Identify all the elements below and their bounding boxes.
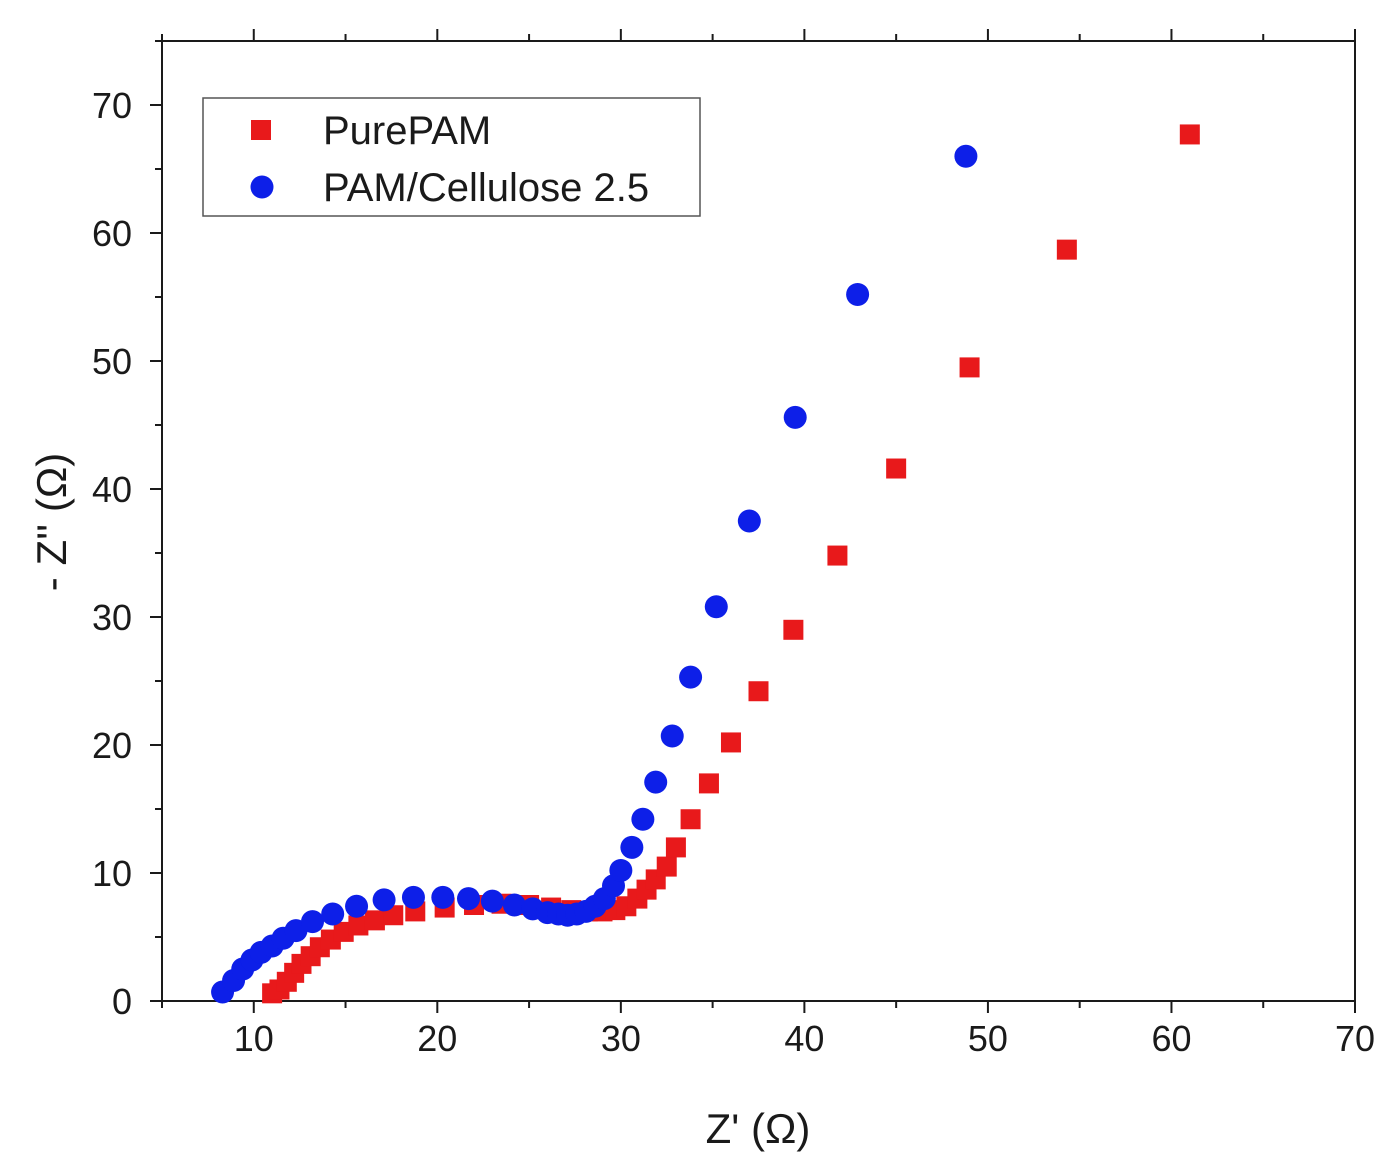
data-point-square — [720, 732, 741, 753]
data-point-circle — [502, 893, 526, 917]
legend-label-purepam: PurePAM — [323, 109, 491, 153]
data-point-circle — [644, 770, 668, 794]
data-point-square — [1179, 124, 1200, 145]
data-point-circle — [704, 595, 728, 619]
legend: PurePAM PAM/Cellulose 2.5 — [202, 97, 701, 217]
data-point-square — [680, 809, 701, 830]
data-point-circle — [401, 885, 425, 909]
legend-label-pam-cellulose: PAM/Cellulose 2.5 — [323, 166, 649, 210]
data-point-square — [959, 357, 980, 378]
x-tick-label: 30 — [601, 1018, 641, 1059]
y-tick-label: 50 — [92, 341, 132, 382]
y-tick-label: 60 — [92, 213, 132, 254]
legend-marker-circle — [250, 175, 274, 199]
data-point-circle — [620, 835, 644, 859]
legend-marker-square — [251, 120, 271, 140]
data-point-circle — [372, 888, 396, 912]
data-point-circle — [737, 509, 761, 533]
x-tick-label: 20 — [417, 1018, 457, 1059]
x-axis-label: Z' (Ω) — [706, 1105, 811, 1152]
data-point-square — [665, 837, 686, 858]
series-purepam — [262, 124, 1200, 1004]
data-point-square — [886, 458, 907, 479]
data-point-circle — [345, 894, 369, 918]
data-point-square — [783, 619, 804, 640]
data-point-circle — [631, 807, 655, 831]
y-tick-label: 10 — [92, 853, 132, 894]
y-tick-label: 0 — [112, 981, 132, 1022]
data-point-square — [348, 915, 369, 936]
data-point-circle — [679, 665, 703, 689]
data-point-circle — [783, 405, 807, 429]
plot-frame — [161, 40, 1356, 1002]
data-point-circle — [660, 724, 684, 748]
data-point-circle — [457, 887, 481, 911]
data-point-circle — [609, 858, 633, 882]
data-point-circle — [480, 889, 504, 913]
data-point-circle — [954, 144, 978, 168]
data-point-circle — [846, 282, 870, 306]
x-tick-label: 50 — [968, 1018, 1008, 1059]
data-point-square — [364, 910, 385, 931]
legend-box — [202, 97, 701, 217]
data-point-circle — [301, 910, 325, 934]
data-series — [211, 124, 1200, 1004]
x-tick-label: 40 — [784, 1018, 824, 1059]
y-tick-label: 30 — [92, 597, 132, 638]
y-tick-label: 40 — [92, 469, 132, 510]
data-point-square — [748, 681, 769, 702]
data-point-square — [656, 856, 677, 877]
data-point-circle — [321, 902, 345, 926]
series-pam-cellulose — [211, 144, 978, 1004]
data-point-circle — [431, 885, 455, 909]
data-point-square — [827, 545, 848, 566]
data-point-square — [1056, 239, 1077, 260]
y-tick-label: 70 — [92, 85, 132, 126]
axes: 10 20 30 40 50 60 70 0 10 20 30 40 50 60 70 — [92, 29, 1375, 1059]
data-point-square — [698, 773, 719, 794]
x-tick-label: 70 — [1335, 1018, 1375, 1059]
y-tick-label: 20 — [92, 725, 132, 766]
x-tick-label: 60 — [1151, 1018, 1191, 1059]
y-axis-label: - Z'' (Ω) — [28, 453, 75, 591]
x-tick-label: 10 — [234, 1018, 274, 1059]
